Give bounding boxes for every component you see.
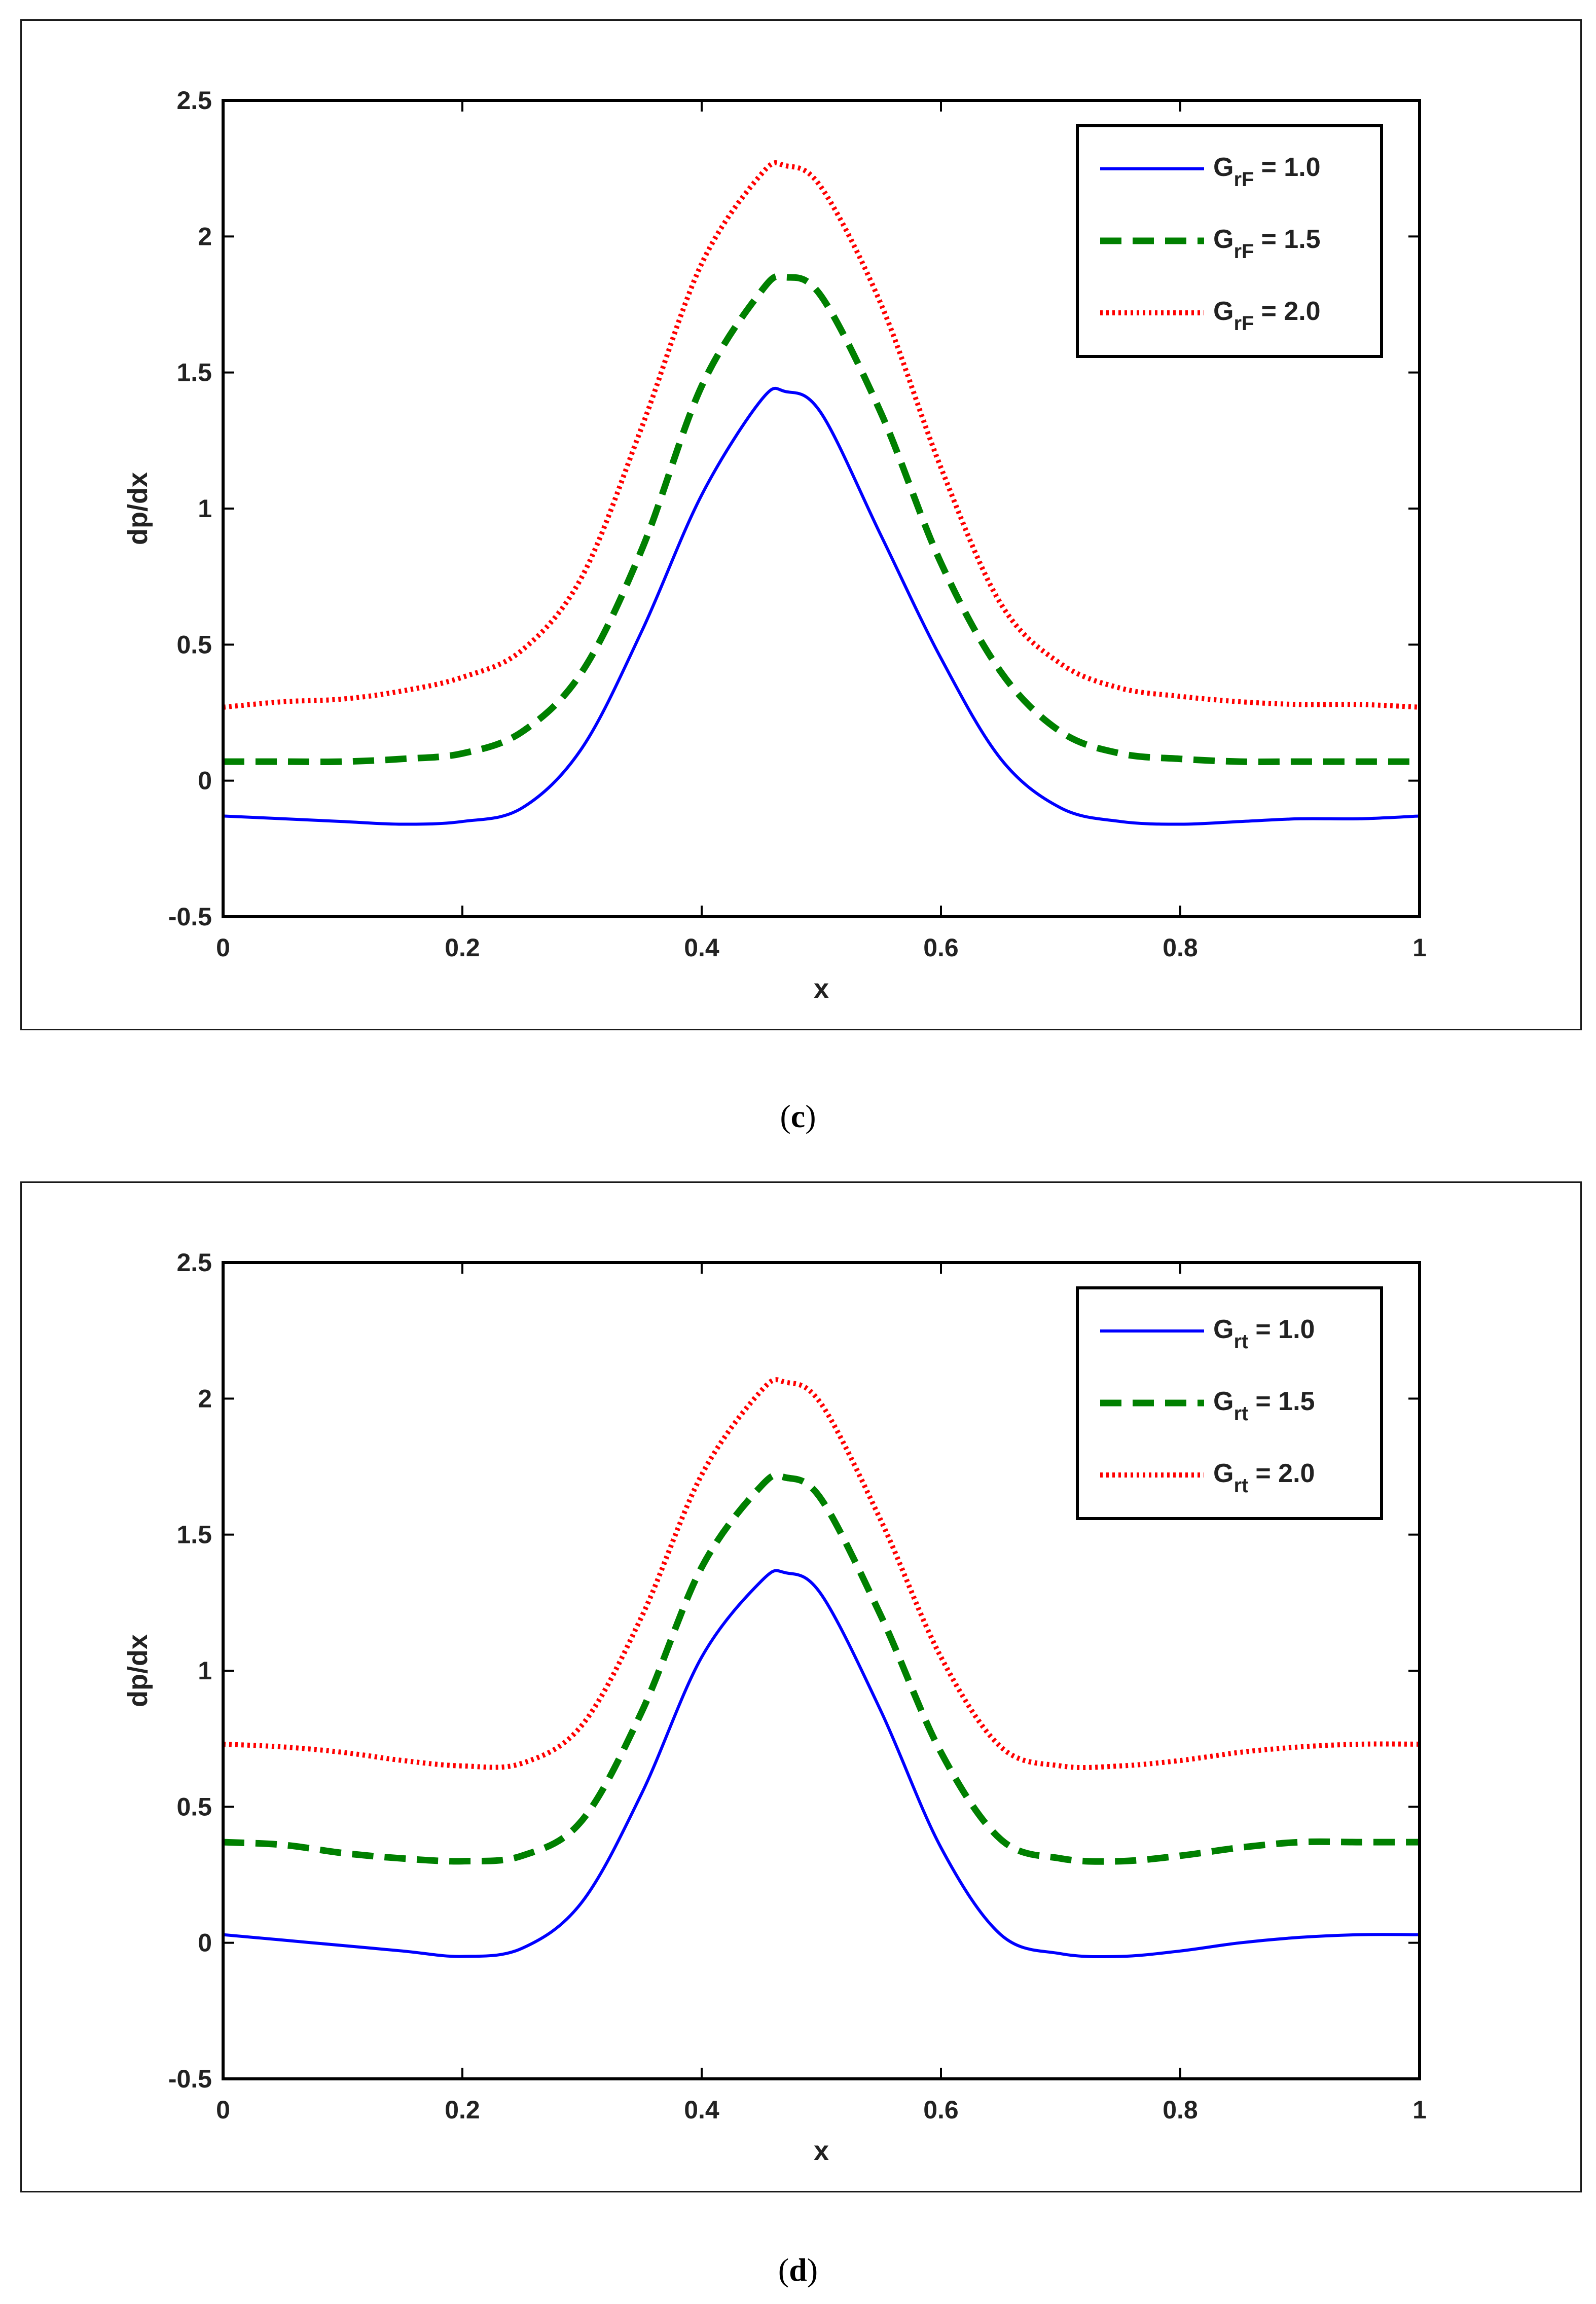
legend-symbol: G (1213, 1387, 1234, 1416)
legend-subscript: rt (1234, 1402, 1248, 1425)
y-axis-label: dp/dx (123, 1634, 153, 1707)
legend-value: = 1.5 (1255, 1387, 1315, 1416)
legend-value: = 2.0 (1255, 1459, 1315, 1488)
legend-label-1: Grt = 1.0 (1213, 1315, 1315, 1353)
x-tick-label: 1 (1412, 933, 1427, 962)
x-axis-label: x (814, 974, 829, 1004)
legend: GrF = 1.0 GrF = 1.5 GrF = 2.0 (1076, 124, 1383, 358)
legend-subscript: rF (1234, 240, 1254, 263)
y-tick-label: 0 (198, 767, 212, 795)
x-tick-label: 0.8 (1163, 2096, 1198, 2124)
x-tick-label: 0.4 (684, 2096, 719, 2124)
caption-d: (d) (778, 2252, 818, 2288)
y-tick-label: 1.5 (176, 1521, 212, 1549)
series-line-1 (223, 1569, 1420, 1959)
series-line-3 (223, 160, 1420, 710)
y-tick-label: 1 (198, 494, 212, 523)
legend: Grt = 1.0 Grt = 1.5 Grt = 2.0 (1076, 1286, 1383, 1520)
legend-value: = 2.0 (1261, 297, 1320, 326)
x-tick-label: 0.2 (445, 933, 480, 962)
legend-label-3: Grt = 2.0 (1213, 1459, 1315, 1497)
y-tick-label: 2 (198, 222, 212, 250)
x-tick-label: 0.8 (1163, 933, 1198, 962)
legend-label-2: Grt = 1.5 (1213, 1387, 1315, 1425)
y-axis-label: dp/dx (123, 472, 153, 545)
series-line-1 (223, 386, 1420, 826)
x-tick-label: 0 (216, 2096, 230, 2124)
legend-subscript: rt (1234, 1330, 1248, 1353)
legend-value: = 1.0 (1255, 1315, 1315, 1344)
legend-subscript: rF (1234, 312, 1254, 335)
x-tick-label: 0.6 (923, 933, 959, 962)
legend-box (1076, 1286, 1383, 1520)
series-group (223, 160, 1420, 826)
legend-value: = 1.5 (1261, 225, 1320, 254)
y-tick-label: 2 (198, 1384, 212, 1413)
y-tick-label: -0.5 (168, 903, 212, 931)
x-axis-label: x (814, 2136, 829, 2166)
x-tick-label: 0.6 (923, 2096, 959, 2124)
y-tick-label: 0.5 (176, 1792, 212, 1821)
legend-symbol: G (1213, 297, 1234, 326)
plot-area-border (222, 1261, 1421, 2080)
legend-subscript: rt (1234, 1474, 1248, 1497)
series-line-2 (223, 1471, 1420, 1865)
legend-symbol: G (1213, 1459, 1234, 1488)
legend-subscript: rF (1234, 168, 1254, 191)
plot-area-border (222, 99, 1421, 918)
y-tick-label: -0.5 (168, 2065, 212, 2093)
series-group (223, 1377, 1420, 1959)
x-tick-label: 1 (1412, 2096, 1427, 2124)
legend-symbol: G (1213, 1315, 1234, 1344)
y-tick-label: 2.5 (176, 86, 212, 115)
legend-label-3: GrF = 2.0 (1213, 297, 1321, 335)
legend-value: = 1.0 (1261, 153, 1320, 182)
y-tick-label: 0 (198, 1929, 212, 1957)
series-line-2 (223, 273, 1420, 765)
legend-symbol: G (1213, 225, 1234, 254)
y-tick-label: 1 (198, 1657, 212, 1685)
x-tick-label: 0.4 (684, 933, 719, 962)
y-tick-label: 0.5 (176, 630, 212, 659)
legend-symbol: G (1213, 153, 1234, 182)
y-tick-label: 2.5 (176, 1248, 212, 1277)
legend-box (1076, 124, 1383, 358)
legend-label-1: GrF = 1.0 (1213, 153, 1321, 191)
caption-c: (c) (780, 1098, 816, 1134)
y-tick-label: 1.5 (176, 358, 212, 387)
x-tick-label: 0 (216, 933, 230, 962)
series-line-3 (223, 1377, 1420, 1771)
x-tick-label: 0.2 (445, 2096, 480, 2124)
legend-label-2: GrF = 1.5 (1213, 225, 1321, 263)
